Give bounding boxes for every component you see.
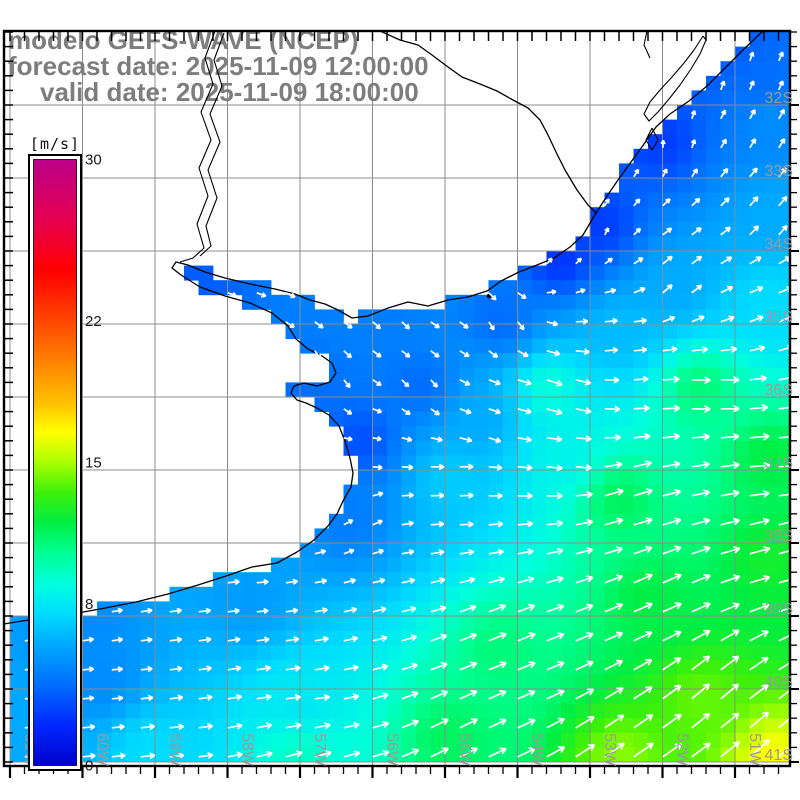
colorbar-unit: [m/s] bbox=[30, 135, 80, 153]
colorbar-tick-label: 22 bbox=[85, 313, 102, 330]
island-dot bbox=[486, 293, 492, 299]
lat-label: 34S bbox=[765, 236, 793, 253]
lat-label: 32S bbox=[765, 90, 793, 107]
lat-label: 41S bbox=[765, 747, 793, 764]
lat-label: 38S bbox=[765, 528, 793, 545]
lat-label: 40S bbox=[765, 674, 793, 691]
lagoon-outline bbox=[643, 35, 707, 122]
colorbar-tick-label: 15 bbox=[85, 455, 102, 472]
river-uruguay-bank bbox=[199, 32, 225, 257]
lon-label: 60W bbox=[94, 733, 111, 767]
lon-label: 52W bbox=[674, 733, 691, 767]
forecast-date: forecast date: 2025-11-09 12:00:00 bbox=[8, 51, 429, 81]
lat-label: 35S bbox=[765, 309, 793, 326]
colorbar-tick-label: 0 bbox=[85, 758, 93, 775]
map-frame-ticks bbox=[2, 29, 799, 778]
wave-color-field bbox=[10, 32, 790, 763]
lon-label: 59W bbox=[166, 733, 183, 767]
colorbar-tick-label: 30 bbox=[85, 152, 102, 169]
map-frame bbox=[2, 29, 792, 768]
lon-label: 57W bbox=[311, 733, 328, 767]
graticule-grid bbox=[4, 31, 790, 766]
lon-label: 54W bbox=[529, 733, 546, 767]
lagoon-inlet bbox=[643, 31, 651, 59]
lat-label: 33S bbox=[765, 163, 793, 180]
lat-label: 37S bbox=[765, 455, 793, 472]
colorbar-gradient bbox=[33, 159, 77, 766]
lagoon-outline-small bbox=[645, 127, 659, 151]
border-line bbox=[379, 31, 597, 214]
lat-label: 36S bbox=[765, 382, 793, 399]
river-uruguay bbox=[179, 31, 216, 263]
coastline-layer bbox=[4, 31, 764, 625]
lon-label: 51W bbox=[746, 733, 763, 767]
lon-label: 58W bbox=[239, 733, 256, 767]
lon-label: 55W bbox=[456, 733, 473, 767]
valid-date: valid date: 2025-11-09 18:00:00 bbox=[40, 77, 419, 107]
coastline-path bbox=[4, 31, 764, 625]
lat-label: 39S bbox=[765, 601, 793, 618]
colorbar-tick-label: 8 bbox=[85, 596, 93, 613]
lon-label: 56W bbox=[384, 733, 401, 767]
lon-label: 53W bbox=[601, 733, 618, 767]
direction-arrows bbox=[24, 51, 790, 760]
axis-labels: 32S33S34S35S36S37S38S39S40S41S61W60W59W5… bbox=[21, 90, 793, 767]
colorbar: [m/s] 30 22 15 8 0 bbox=[28, 135, 102, 775]
